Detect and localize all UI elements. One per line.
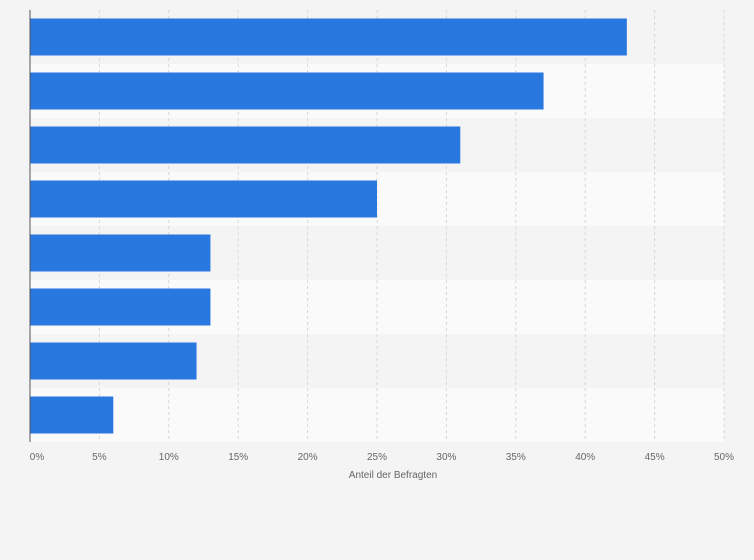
- x-tick-label-25: 25%: [367, 452, 387, 463]
- bar-5[interactable]: [30, 234, 211, 272]
- x-tick-label-20: 20%: [298, 452, 318, 463]
- bar-1[interactable]: [30, 18, 627, 56]
- x-tick-label-30: 30%: [436, 452, 456, 463]
- x-tick-label-45: 45%: [645, 452, 665, 463]
- x-tick-label-10: 10%: [159, 452, 179, 463]
- x-axis-title: Anteil der Befragten: [349, 470, 437, 481]
- x-tick-label-40: 40%: [575, 452, 595, 463]
- bar-3[interactable]: [30, 126, 461, 164]
- bar-4[interactable]: [30, 180, 377, 218]
- x-tick-label-35: 35%: [506, 452, 526, 463]
- x-tick-label-5: 5%: [92, 452, 107, 463]
- x-tick-label-15: 15%: [228, 452, 248, 463]
- bar-6[interactable]: [30, 288, 211, 326]
- x-tick-label-0: 0%: [30, 452, 45, 463]
- x-tick-label-50: 50%: [714, 452, 734, 463]
- bar-2[interactable]: [30, 72, 544, 110]
- x-axis-ticks: 0% 5% 10% 15% 20% 25% 30% 35% 40% 45% 50%: [30, 452, 734, 463]
- bars: [30, 18, 627, 434]
- bar-7[interactable]: [30, 342, 197, 380]
- bar-8[interactable]: [30, 396, 114, 434]
